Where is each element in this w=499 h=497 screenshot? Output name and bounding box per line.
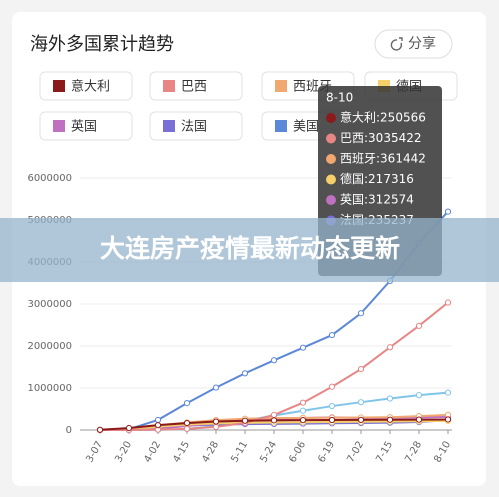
data-point (183, 419, 191, 427)
data-point (299, 399, 307, 406)
data-point (328, 331, 336, 339)
data-point (270, 417, 278, 424)
data-point (444, 389, 452, 396)
data-point (241, 417, 249, 424)
data-point (415, 392, 423, 399)
legend-border (149, 71, 243, 101)
data-point (386, 395, 394, 402)
data-point (444, 299, 452, 306)
legend-label: 美国 (293, 120, 319, 135)
data-point (241, 370, 249, 377)
tooltip-item: 德国:217316 (340, 171, 414, 186)
tooltip-dot (326, 113, 336, 123)
legend-border (149, 111, 243, 141)
data-point (270, 411, 278, 418)
banner-text: 大连房产疫情最新动态更新 (100, 234, 400, 263)
share-label: 分享 (408, 35, 436, 52)
banner (0, 218, 499, 282)
legend-border (39, 111, 133, 141)
data-point (444, 416, 452, 423)
data-point (357, 416, 365, 423)
data-point (96, 426, 104, 433)
chart-title: 海外多国累计趋势 (30, 34, 174, 55)
tooltip-dot (326, 154, 336, 164)
data-point (212, 384, 220, 391)
data-point (154, 422, 162, 429)
legend-item[interactable]: 巴西 (149, 71, 243, 101)
data-point (125, 424, 133, 432)
data-point (444, 208, 452, 215)
tooltip-item: 西班牙:361442 (340, 152, 426, 166)
data-point (183, 425, 191, 432)
data-point (183, 400, 191, 407)
tooltip-item: 巴西:3035422 (340, 131, 422, 145)
data-point (357, 310, 365, 317)
legend-swatch (275, 120, 287, 132)
tooltip-item: 意大利:250566 (340, 110, 426, 125)
y-tick-label: 3000000 (27, 299, 72, 310)
y-tick-label: 0 (66, 425, 72, 436)
tooltip-title: 8-10 (326, 91, 353, 105)
data-point (328, 416, 336, 424)
tooltip-dot (326, 195, 336, 205)
tooltip-dot (326, 174, 336, 185)
y-tick-label: 6000000 (27, 173, 72, 184)
data-point (299, 344, 307, 351)
data-point (357, 399, 365, 406)
data-point (299, 417, 307, 424)
legend-border (39, 71, 133, 101)
legend-item[interactable]: 英国 (39, 111, 133, 141)
tooltip-dot (326, 133, 336, 144)
legend-swatch (163, 120, 175, 132)
data-point (328, 402, 336, 410)
legend-item[interactable]: 法国 (149, 111, 243, 141)
legend-swatch (275, 80, 287, 92)
data-point (212, 418, 220, 425)
legend-swatch (53, 120, 65, 132)
data-point (386, 416, 394, 423)
share-icon (390, 37, 403, 51)
legend-item[interactable]: 意大利 (39, 71, 133, 101)
data-point (415, 416, 423, 423)
share-button[interactable]: 分享 (374, 29, 453, 59)
y-tick-label: 1000000 (27, 383, 72, 394)
share-border (374, 29, 453, 59)
data-point (386, 344, 394, 351)
data-point (299, 407, 307, 414)
legend-label: 法国 (181, 120, 207, 135)
data-point (270, 357, 278, 364)
legend-swatch (53, 80, 65, 92)
y-tick-label: 2000000 (27, 341, 72, 352)
data-point (212, 423, 220, 431)
legend-label: 巴西 (181, 80, 207, 95)
tooltip-item: 英国:312574 (340, 193, 414, 207)
data-point (357, 366, 365, 373)
data-point (415, 322, 423, 329)
data-point (154, 416, 162, 424)
legend-swatch (163, 80, 175, 92)
legend-label: 英国 (71, 120, 97, 135)
data-point (328, 383, 336, 390)
legend-label: 意大利 (71, 79, 110, 95)
